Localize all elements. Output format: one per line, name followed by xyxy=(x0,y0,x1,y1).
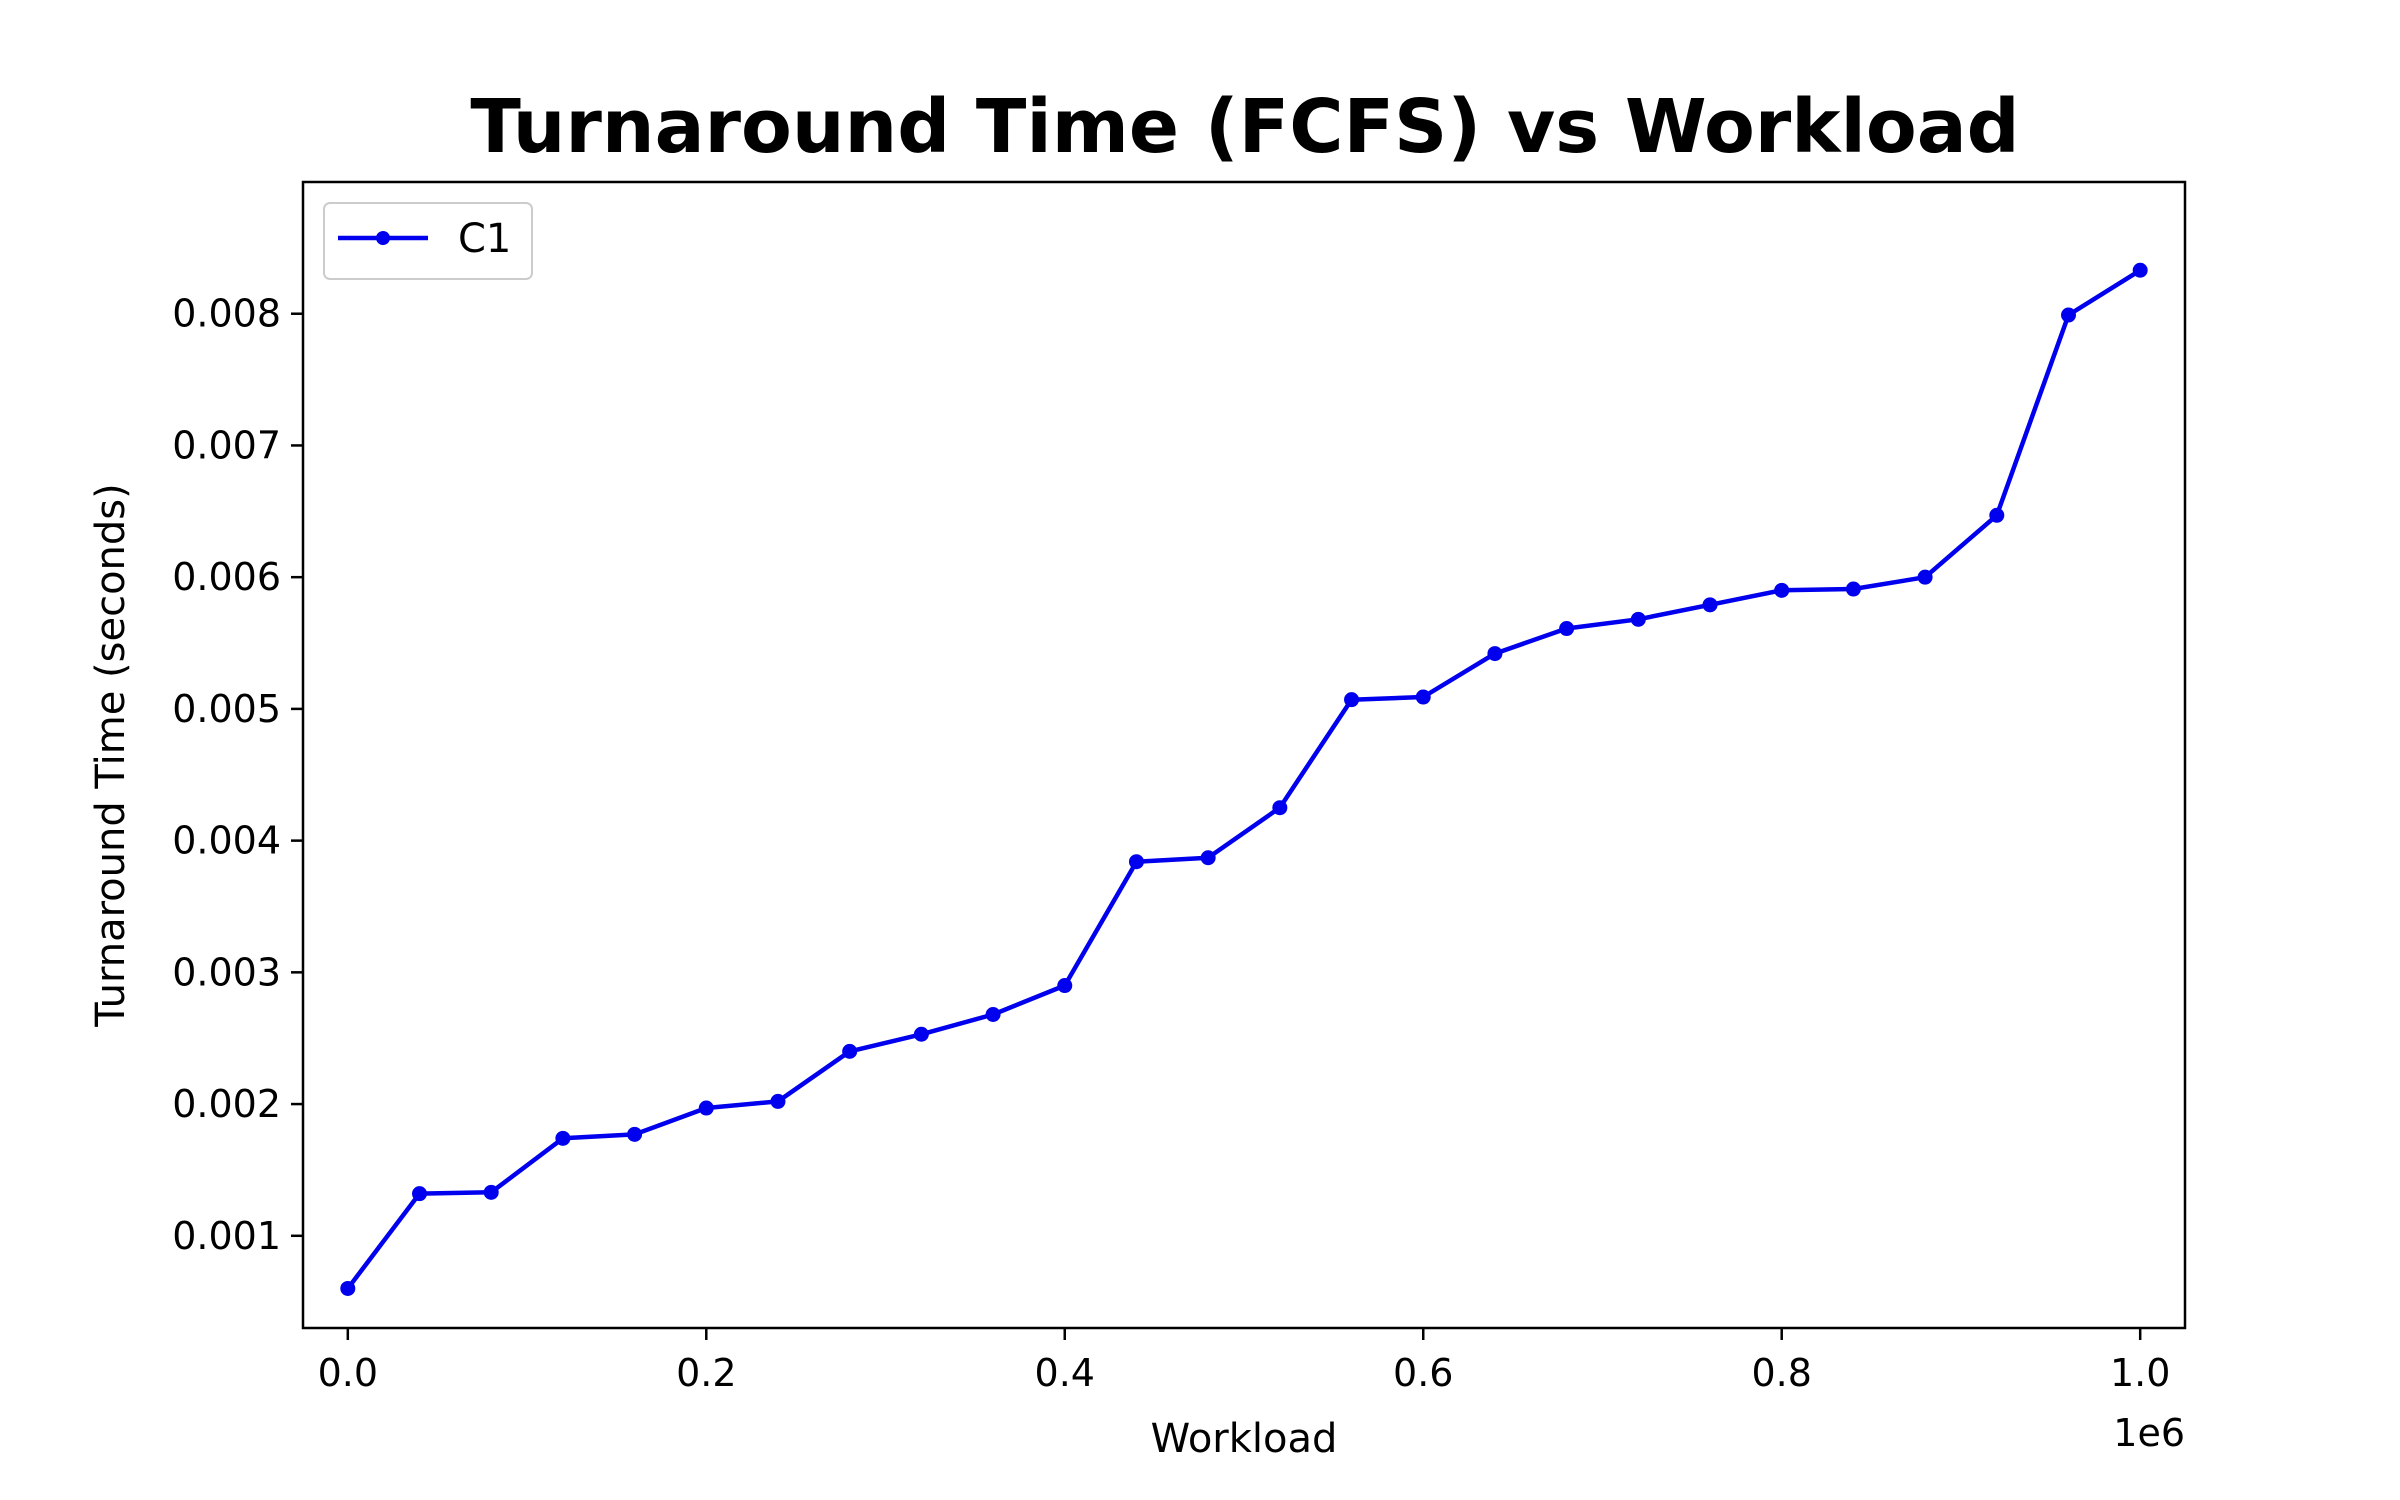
x-axis: 0.0 0.2 0.4 0.6 0.8 1.0 xyxy=(318,1328,2170,1395)
data-point xyxy=(985,1006,1001,1022)
plot-area xyxy=(301,180,2187,1330)
data-point xyxy=(483,1184,499,1200)
x-tick-label: 1.0 xyxy=(2110,1351,2170,1395)
data-point xyxy=(1272,800,1288,816)
x-tick-label: 0.4 xyxy=(1035,1351,1095,1395)
data-point xyxy=(555,1130,571,1146)
data-point xyxy=(2132,262,2148,278)
y-tick-label: 0.007 xyxy=(172,423,281,467)
y-tick-label: 0.002 xyxy=(172,1082,281,1126)
chart-title: Turnaround Time (FCFS) vs Workload xyxy=(470,84,2019,170)
y-tick-label: 0.008 xyxy=(172,292,281,336)
data-point xyxy=(1057,978,1073,994)
data-point xyxy=(2060,307,2076,323)
y-tick-label: 0.004 xyxy=(172,819,281,863)
y-tick-label: 0.003 xyxy=(172,950,281,994)
data-point xyxy=(1774,582,1790,598)
y-tick-label: 0.005 xyxy=(172,687,281,731)
y-axis-label: Turnaround Time (seconds) xyxy=(88,483,134,1027)
data-point xyxy=(1702,597,1718,613)
legend: C1 xyxy=(323,202,533,280)
data-point xyxy=(913,1026,929,1042)
x-axis-offset-label: 1e6 xyxy=(2113,1411,2185,1455)
data-point xyxy=(1344,692,1360,708)
x-axis-label: Workload xyxy=(1151,1416,1338,1462)
y-tick-label: 0.006 xyxy=(172,555,281,599)
data-point xyxy=(770,1093,786,1109)
data-point xyxy=(340,1280,356,1296)
legend-label-c1: C1 xyxy=(458,216,511,262)
y-axis: 0.001 0.002 0.003 0.004 0.005 0.006 0.007 0.008 xyxy=(172,292,303,1258)
data-point xyxy=(1487,646,1503,662)
data-point xyxy=(1989,507,2005,523)
data-point xyxy=(842,1043,858,1059)
legend-box xyxy=(323,202,533,280)
data-point xyxy=(1415,689,1431,705)
data-point xyxy=(627,1126,643,1142)
x-tick-label: 0.8 xyxy=(1751,1351,1811,1395)
data-point xyxy=(1917,569,1933,585)
x-tick-label: 0.2 xyxy=(676,1351,736,1395)
data-point xyxy=(698,1100,714,1116)
legend-marker-c1 xyxy=(376,231,390,245)
data-point xyxy=(1845,581,1861,597)
series-c1 xyxy=(340,262,2148,1296)
data-point xyxy=(412,1186,428,1202)
y-tick-label: 0.001 xyxy=(172,1214,281,1258)
x-tick-label: 0.6 xyxy=(1393,1351,1453,1395)
data-point xyxy=(1559,621,1575,637)
series-line-c1 xyxy=(345,268,2143,1291)
x-tick-label: 0.0 xyxy=(318,1351,378,1395)
data-point xyxy=(1128,854,1144,870)
data-point xyxy=(1630,611,1646,627)
data-point xyxy=(1200,850,1216,866)
